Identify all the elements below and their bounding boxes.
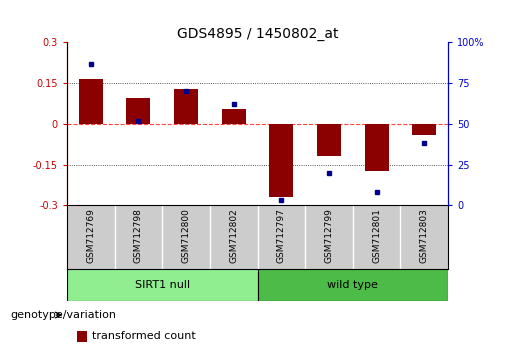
Text: GSM712803: GSM712803	[420, 208, 428, 263]
Bar	[127, 98, 150, 124]
Text: GSM712797: GSM712797	[277, 208, 286, 263]
Bar	[79, 79, 102, 124]
Text: transformed count: transformed count	[92, 331, 195, 341]
Bar	[174, 88, 198, 124]
Bar	[222, 109, 246, 124]
Bar	[365, 124, 388, 171]
Bar	[269, 124, 293, 197]
Text: genotype/variation: genotype/variation	[10, 310, 116, 320]
Title: GDS4895 / 1450802_at: GDS4895 / 1450802_at	[177, 28, 338, 41]
Text: GSM712798: GSM712798	[134, 208, 143, 263]
Bar	[413, 124, 436, 135]
Text: GSM712799: GSM712799	[324, 208, 333, 263]
Bar	[317, 124, 341, 156]
Text: SIRT1 null: SIRT1 null	[134, 280, 190, 290]
Bar	[67, 269, 258, 301]
Text: GSM712801: GSM712801	[372, 208, 381, 263]
Text: GSM712800: GSM712800	[182, 208, 191, 263]
Bar	[258, 269, 448, 301]
Text: wild type: wild type	[328, 280, 378, 290]
Text: GSM712769: GSM712769	[87, 208, 95, 263]
Text: GSM712802: GSM712802	[229, 208, 238, 263]
